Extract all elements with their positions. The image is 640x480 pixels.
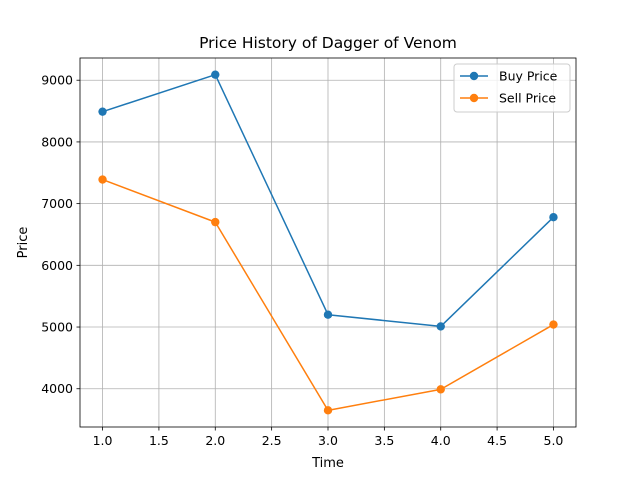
y-axis: 4000 5000 6000 7000 8000 9000 [41, 73, 80, 396]
x-tick-label: 3.5 [374, 433, 394, 448]
buy-price-legend-marker [469, 71, 479, 81]
y-tick-label: 9000 [41, 73, 73, 88]
x-tick-label: 5.0 [544, 433, 564, 448]
y-tick-label: 4000 [41, 381, 73, 396]
buy-price-point [211, 70, 220, 79]
x-tick-label: 4.5 [487, 433, 507, 448]
x-tick-label: 1.0 [93, 433, 113, 448]
buy-price-point [436, 322, 445, 331]
legend: Buy Price Sell Price [453, 63, 571, 113]
sell-price-legend-marker [469, 93, 479, 103]
x-tick-label: 2.0 [205, 433, 225, 448]
x-axis-label: Time [311, 456, 344, 471]
x-axis: 1.0 1.5 2.0 2.5 3.0 3.5 4.0 4.5 5.0 [93, 427, 564, 448]
y-tick-label: 5000 [41, 320, 73, 335]
sell-price-legend-label: Sell Price [499, 91, 556, 106]
sell-price-point [436, 385, 445, 394]
buy-price-legend-label: Buy Price [499, 69, 558, 84]
x-tick-label: 3.0 [318, 433, 338, 448]
grid [80, 58, 576, 427]
y-tick-label: 7000 [41, 196, 73, 211]
chart-title: Price History of Dagger of Venom [199, 34, 457, 52]
x-tick-label: 4.0 [431, 433, 451, 448]
buy-price-point [323, 310, 333, 319]
y-tick-label: 8000 [41, 134, 73, 149]
x-tick-label: 2.5 [262, 433, 282, 448]
buy-price-point [98, 107, 107, 116]
sell-price-point [211, 217, 220, 227]
buy-price-point [549, 213, 558, 222]
series-layer [98, 70, 558, 415]
y-tick-label: 6000 [41, 258, 73, 273]
sell-price-point [323, 406, 333, 415]
y-axis-label: Price [16, 227, 31, 259]
sell-price-point [98, 175, 107, 184]
x-tick-label: 1.5 [149, 433, 169, 448]
sell-price-point [549, 320, 558, 329]
